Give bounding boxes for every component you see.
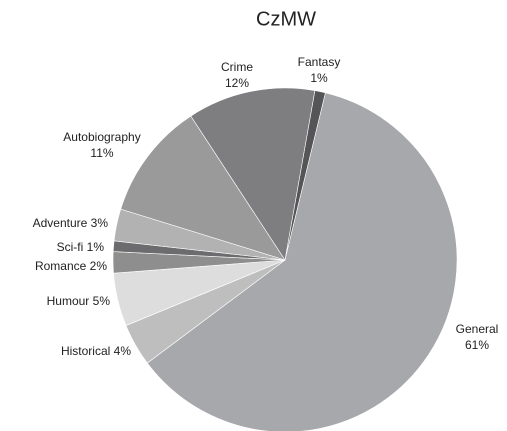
slice-label: Romance	[35, 259, 87, 273]
pie-slice	[146, 92, 458, 431]
slice-value-label: 2%	[90, 259, 108, 273]
pie-slice	[190, 87, 316, 261]
slice-value-label: 3%	[91, 216, 109, 230]
slice-label-group: Humour 5%	[47, 294, 111, 308]
chart-title: CzMW	[256, 8, 316, 30]
slice-label: Sci-fi	[57, 240, 84, 254]
slice-value-label: 12%	[225, 76, 249, 90]
slice-value-label: 11%	[90, 146, 113, 160]
slice-value-label: 5%	[93, 294, 111, 308]
slice-value-label: 4%	[114, 344, 132, 358]
slice-value-label: 1%	[310, 71, 328, 85]
slice-label: General	[456, 322, 499, 336]
slice-label: Historical	[61, 344, 110, 358]
slice-label-group: Romance 2%	[35, 259, 107, 273]
pie-slice	[120, 115, 286, 261]
slice-label: Autobiography	[63, 130, 140, 144]
slice-label: Crime	[221, 60, 253, 74]
slice-label-group: Historical 4%	[61, 344, 131, 358]
slice-value-label: 61%	[465, 338, 489, 352]
slice-label: Humour	[47, 294, 90, 308]
slice-label: Adventure	[33, 216, 88, 230]
slice-label-group: Sci-fi 1%	[57, 240, 105, 254]
slice-label-group: Adventure 3%	[33, 216, 109, 230]
slice-label: Fantasy	[298, 55, 341, 69]
slice-value-label: 1%	[87, 240, 105, 254]
